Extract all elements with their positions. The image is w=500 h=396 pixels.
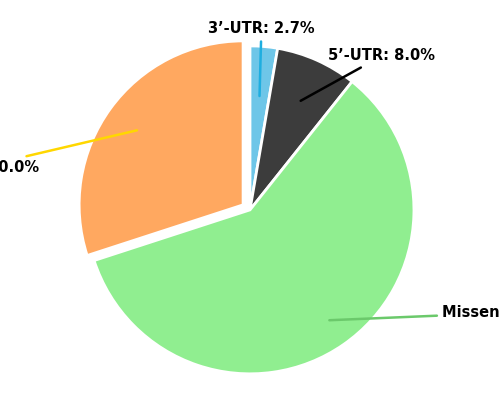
Wedge shape [250,46,278,210]
Wedge shape [79,41,243,255]
Text: 3’-UTR: 2.7%: 3’-UTR: 2.7% [208,21,314,96]
Wedge shape [250,48,352,210]
Text: Missense: 59.3%: Missense: 59.3% [330,305,500,320]
Wedge shape [94,82,414,374]
Text: 5’-UTR: 8.0%: 5’-UTR: 8.0% [300,48,436,101]
Text: Others: 30.0%: Others: 30.0% [0,130,137,175]
